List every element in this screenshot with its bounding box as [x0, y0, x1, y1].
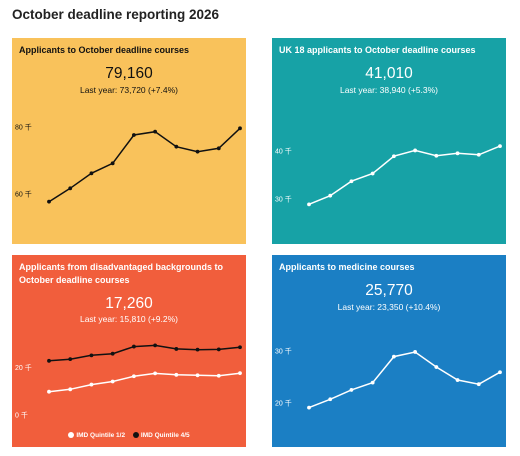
data-point [238, 345, 242, 350]
legend-item: IMD Quintile 1/2 [68, 432, 125, 439]
panel-october-deadline-applicants: Applicants to October deadline courses 7… [12, 38, 246, 244]
page-title: October deadline reporting 2026 [12, 7, 220, 22]
data-point [110, 379, 115, 384]
data-point [47, 389, 51, 394]
legend-marker-icon [68, 432, 75, 438]
data-point [455, 151, 460, 156]
data-point [89, 382, 94, 387]
y-tick-label: 30 千 [275, 195, 292, 204]
legend-marker-icon [132, 432, 139, 438]
legend-item: IMD Quintile 4/5 [132, 432, 190, 439]
data-point [68, 357, 73, 362]
data-point [174, 347, 179, 351]
data-point [238, 126, 242, 131]
data-point [216, 347, 221, 352]
data-point [307, 405, 311, 410]
headline-value: 79,160 [105, 65, 153, 82]
last-year-comparison: Last year: 23,350 (+10.4%) [337, 302, 441, 312]
data-point [476, 152, 481, 157]
panel-disadvantaged-applicants: Applicants from disadvantaged background… [12, 255, 246, 447]
panel-title: Applicants from disadvantaged background… [19, 262, 224, 285]
data-point [131, 374, 136, 379]
data-point [195, 373, 200, 378]
series-line [48, 372, 241, 393]
y-tick-label: 80 千 [15, 123, 32, 132]
data-point [434, 153, 439, 158]
data-point [413, 350, 418, 354]
line-chart: 0 千 20 千 [15, 343, 242, 419]
headline-value: 17,260 [105, 295, 153, 312]
y-tick-label: 20 千 [15, 363, 32, 372]
headline-value: 41,010 [365, 65, 413, 82]
data-point [349, 179, 354, 184]
panel-title: UK 18 applicants to October deadline cou… [279, 45, 476, 55]
y-tick-label: 60 千 [15, 189, 32, 198]
data-point [434, 365, 439, 369]
data-point [195, 347, 200, 352]
data-point [195, 149, 200, 154]
data-point [47, 199, 51, 204]
data-point [89, 353, 94, 358]
data-point [238, 371, 242, 376]
last-year-comparison: Last year: 15,810 (+9.2%) [79, 314, 179, 324]
line-chart: 60 千 80 千 [15, 123, 242, 204]
data-point [110, 351, 115, 356]
data-point [174, 144, 179, 149]
data-point [498, 370, 502, 375]
data-point [307, 202, 311, 207]
line-chart: 30 千 40 千 [275, 144, 502, 207]
data-point [174, 372, 179, 377]
data-point [216, 146, 221, 151]
panel-medicine-applicants: Applicants to medicine courses 25,770 La… [272, 255, 506, 447]
data-point [131, 344, 136, 349]
series-line [48, 344, 241, 362]
headline-value: 25,770 [365, 282, 413, 299]
panel-title: Applicants to medicine courses [279, 262, 415, 272]
data-point [328, 397, 333, 402]
y-tick-label: 40 千 [275, 146, 292, 155]
data-point [153, 371, 158, 376]
data-point [498, 144, 502, 149]
panel-uk18-applicants: UK 18 applicants to October deadline cou… [272, 38, 506, 244]
data-point [370, 380, 375, 385]
data-point [68, 387, 73, 392]
series-line [308, 351, 501, 409]
last-year-comparison: Last year: 73,720 (+7.4%) [79, 85, 179, 95]
data-point [476, 382, 481, 387]
data-point [68, 186, 73, 191]
data-point [131, 133, 136, 137]
data-point [153, 129, 158, 134]
series-line [48, 127, 241, 203]
legend-label: IMD Quintile 1/2 [76, 432, 126, 439]
data-point [413, 148, 418, 153]
line-chart: 20 千 30 千 [275, 346, 502, 410]
data-point [110, 161, 115, 166]
data-point [455, 378, 460, 382]
legend: IMD Quintile 1/2 IMD Quintile 4/5 [12, 432, 246, 439]
y-tick-label: 30 千 [275, 346, 292, 355]
data-point [216, 373, 221, 378]
data-point [349, 388, 354, 392]
data-point [328, 193, 333, 198]
data-point [391, 154, 396, 159]
data-point [153, 343, 158, 348]
last-year-comparison: Last year: 38,940 (+5.3%) [339, 85, 439, 95]
data-point [370, 171, 375, 176]
data-point [47, 358, 51, 363]
y-tick-label: 0 千 [15, 410, 28, 419]
panel-title: Applicants to October deadline courses [19, 45, 190, 55]
y-tick-label: 20 千 [275, 398, 292, 407]
legend-label: IMD Quintile 4/5 [140, 432, 190, 439]
data-point [89, 171, 94, 176]
series-line [308, 145, 501, 205]
data-point [391, 354, 396, 359]
